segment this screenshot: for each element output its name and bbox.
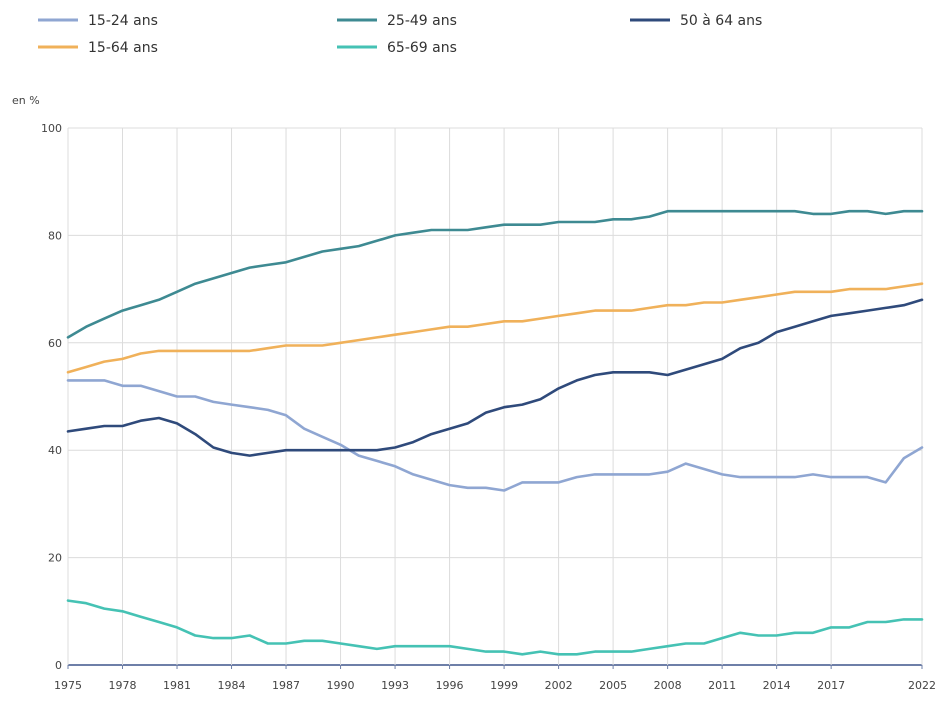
y-tick-label: 40 [48,444,62,457]
x-tick-label: 2008 [654,679,682,692]
x-tick-label: 1981 [163,679,191,692]
y-tick-label: 80 [48,229,62,242]
x-tick-label: 1990 [327,679,355,692]
y-tick-label: 100 [41,122,62,135]
legend-label: 15-64 ans [88,40,158,56]
legend-item: 50 à 64 ans [630,13,762,29]
x-tick-label: 2002 [545,679,573,692]
legend-label: 65-69 ans [387,40,457,56]
x-tick-label: 2014 [763,679,791,692]
legend-item: 15-24 ans [38,13,158,29]
axes: 0 20 40 60 80 100 1975 1978 1981 1984 1987 1990 1993… [41,122,936,692]
x-tick-label: 1975 [54,679,82,692]
legend-item: 15-64 ans [38,40,158,56]
y-axis-label: en % [12,94,40,107]
legend-item: 65-69 ans [337,40,457,56]
series-line-65-69-ans [66,599,924,656]
series-group [66,209,924,656]
x-tick-label: 1993 [381,679,409,692]
x-tick-label: 1978 [109,679,137,692]
x-tick-label: 1987 [272,679,300,692]
series-line-25-49-ans [66,209,924,339]
y-tick-label: 60 [48,337,62,350]
x-tick-label: 1996 [436,679,464,692]
series-line-15-64-ans [66,282,924,374]
legend: 15-24 ans 25-49 ans 50 à 64 ans 15-64 ans 65… [38,13,762,56]
y-tick-label: 20 [48,552,62,565]
x-tick-label: 2011 [708,679,736,692]
legend-label: 15-24 ans [88,13,158,29]
series-line-50-64-ans [66,298,924,457]
legend-label: 50 à 64 ans [680,13,762,29]
x-tick-label: 2017 [817,679,845,692]
x-tick-label: 1999 [490,679,518,692]
x-tick-label: 2022 [908,679,936,692]
x-tick-label: 1984 [218,679,246,692]
y-tick-label: 0 [55,659,62,672]
legend-label: 25-49 ans [387,13,457,29]
legend-item: 25-49 ans [337,13,457,29]
x-tick-label: 2005 [599,679,627,692]
series-line-15-24-ans [66,379,924,492]
